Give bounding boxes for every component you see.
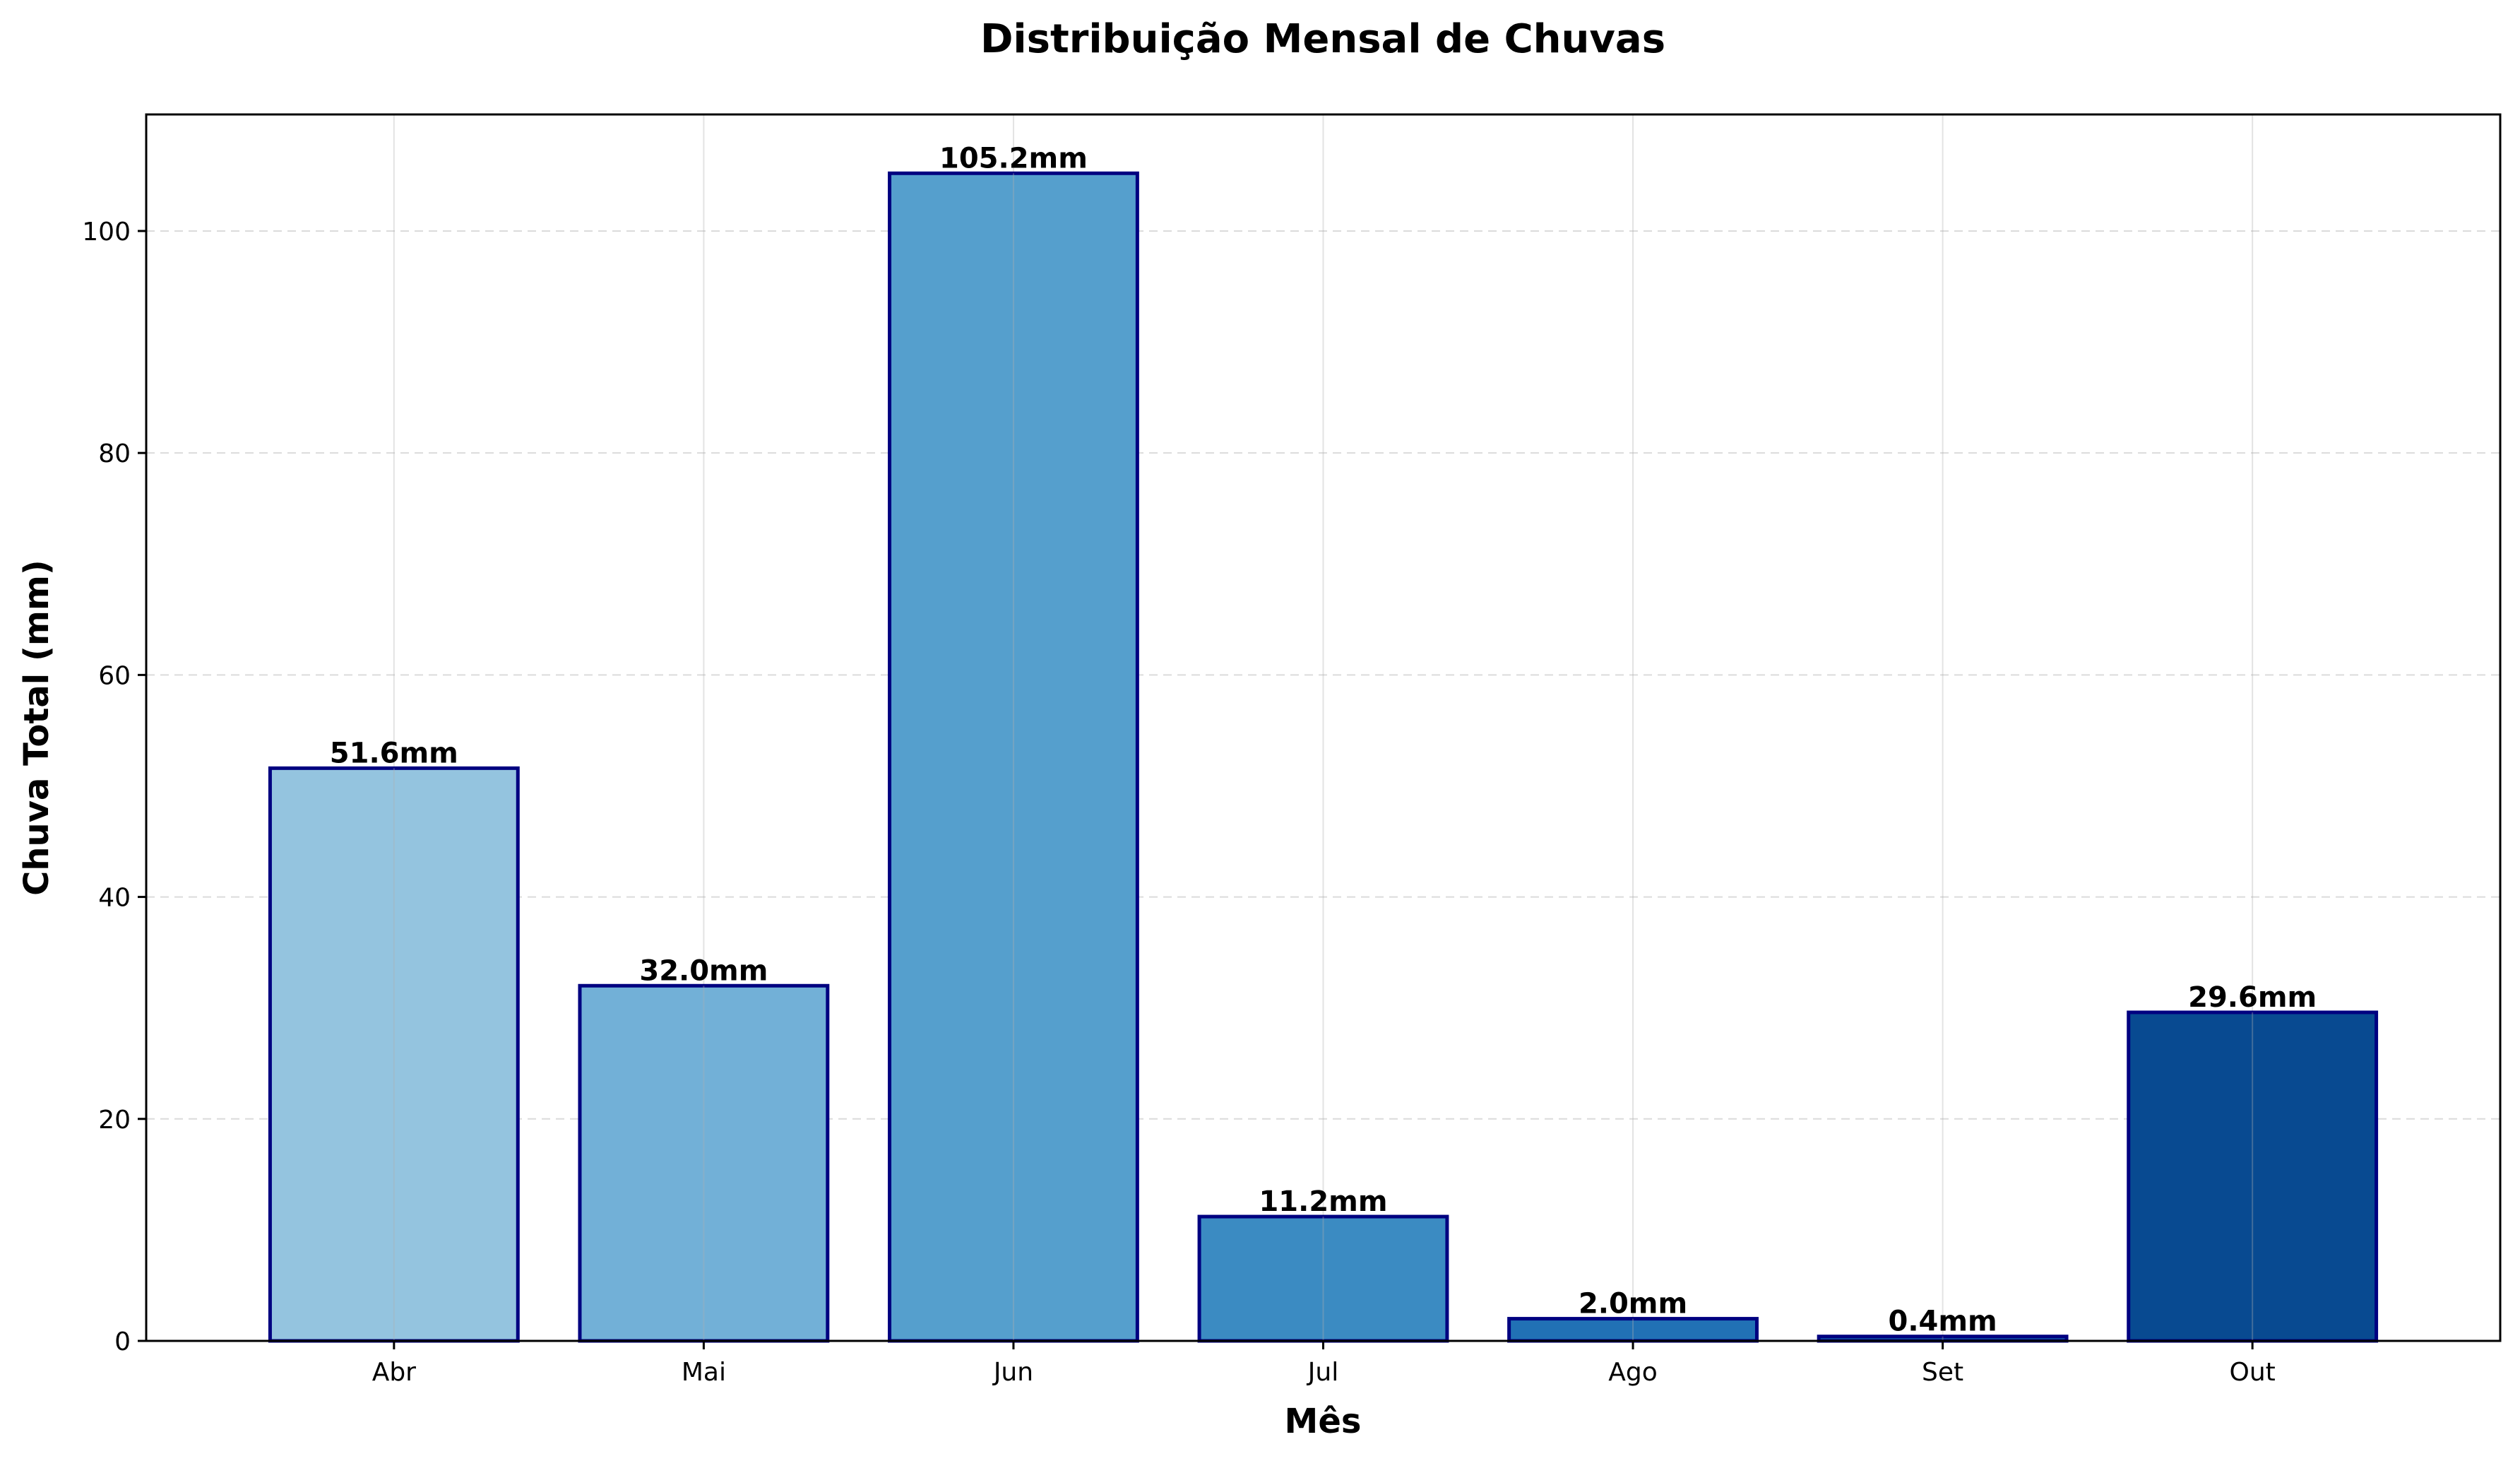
data-label-jun: 105.2mm xyxy=(939,142,1088,175)
data-label-jul: 11.2mm xyxy=(1259,1185,1387,1218)
x-axis-ticks: Abr Mai Jun Jul Ago Set Out xyxy=(372,1341,2276,1387)
y-tick-label: 0 xyxy=(114,1327,131,1356)
data-label-ago: 2.0mm xyxy=(1579,1288,1687,1320)
data-label-mai: 32.0mm xyxy=(639,954,768,987)
bars xyxy=(268,171,2379,1343)
x-tick-label: Ago xyxy=(1608,1358,1658,1387)
data-labels: 51.6mm 32.0mm 105.2mm 11.2mm 2.0mm 0.4mm 29.6m… xyxy=(330,142,2317,1337)
bar-out xyxy=(2127,1010,2379,1343)
y-tick-label: 60 xyxy=(98,661,131,690)
bar-jun xyxy=(888,171,1139,1343)
y-tick-label: 100 xyxy=(82,218,131,247)
bar-mai xyxy=(578,983,830,1343)
y-tick-label: 40 xyxy=(98,884,131,913)
x-tick-label: Out xyxy=(2230,1358,2276,1387)
data-label-abr: 51.6mm xyxy=(330,737,458,769)
x-tick-label: Set xyxy=(1922,1358,1963,1387)
x-tick-label: Abr xyxy=(372,1358,416,1387)
chart-title: Distribuição Mensal de Chuvas xyxy=(980,16,1665,62)
y-tick-label: 20 xyxy=(98,1106,131,1135)
x-tick-label: Jul xyxy=(1307,1358,1338,1387)
y-tick-label: 80 xyxy=(98,439,131,468)
bar-jul xyxy=(1197,1214,1449,1343)
y-axis-label: Chuva Total (mm) xyxy=(17,560,57,896)
x-axis-label: Mês xyxy=(1285,1402,1362,1441)
data-label-set: 0.4mm xyxy=(1888,1306,1997,1338)
data-label-out: 29.6mm xyxy=(2188,981,2317,1014)
bar-abr xyxy=(268,766,520,1343)
x-tick-label: Mai xyxy=(682,1358,726,1387)
y-axis-ticks: 0 20 40 60 80 100 xyxy=(82,218,146,1356)
x-tick-label: Jun xyxy=(992,1358,1033,1387)
